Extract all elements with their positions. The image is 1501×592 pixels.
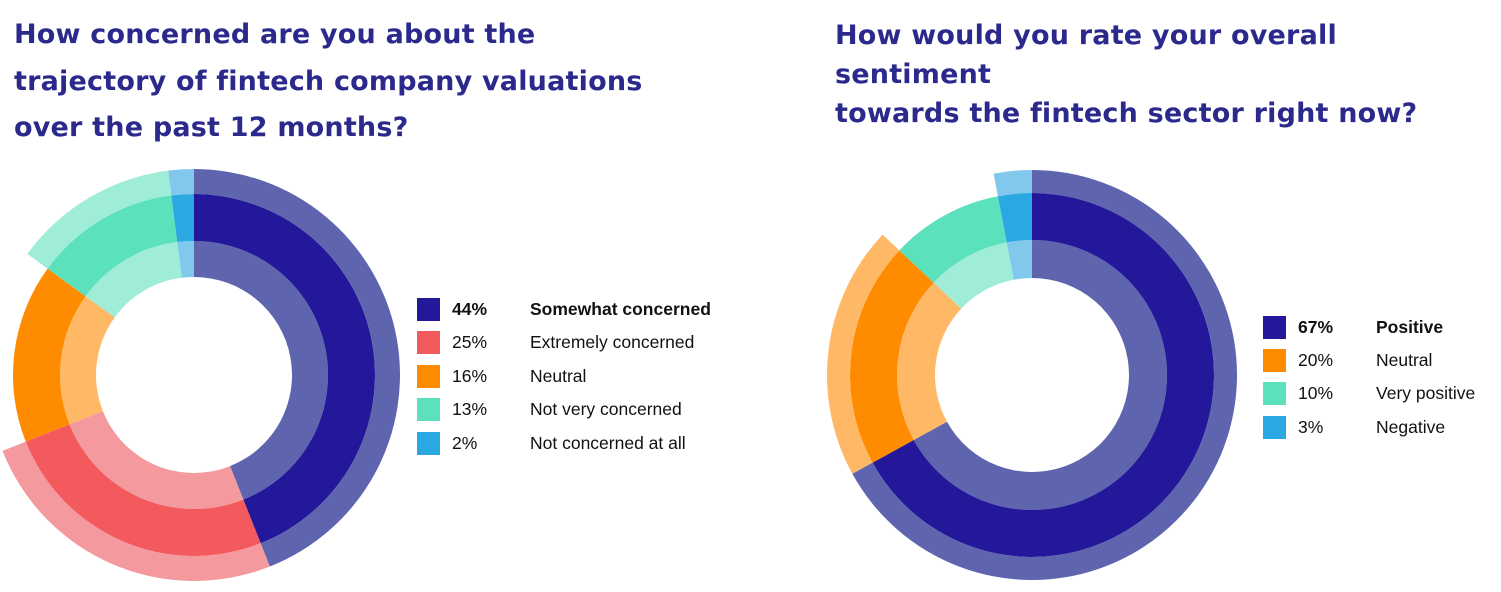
legend-label: Not very concerned <box>530 399 682 419</box>
title-line: How would you rate your overall sentimen… <box>835 20 1337 90</box>
slice-extremely-concerned <box>25 424 261 556</box>
title-line: How concerned are you about the <box>14 19 536 50</box>
legend-swatch <box>1263 382 1286 406</box>
slice-neutral <box>850 250 934 463</box>
legend-label: Negative <box>1376 416 1446 437</box>
legend-swatch <box>417 398 440 421</box>
legend-value: 20% <box>1298 349 1334 370</box>
slice-inner-very-positive <box>933 242 1014 309</box>
slice-very-positive <box>899 196 1007 283</box>
legend-label: Somewhat concerned <box>530 298 711 319</box>
slice-outer-somewhat-concerned <box>194 169 400 567</box>
legend-item: 2% Not concerned at all <box>417 431 686 455</box>
slice-inner-somewhat-concerned <box>194 241 328 500</box>
slice-not-very-concerned <box>47 195 178 297</box>
slice-inner-negative <box>1006 240 1032 280</box>
legend-value: 10% <box>1298 383 1334 404</box>
legend-swatch <box>417 297 440 321</box>
legend-item: 44% Somewhat concerned <box>417 297 711 321</box>
legend-swatch <box>1263 415 1286 439</box>
chart-1-title: How concerned are you about the trajecto… <box>14 12 714 152</box>
legend-label: Neutral <box>1376 349 1433 370</box>
slice-inner-extremely-concerned <box>69 411 244 509</box>
legend-value: 44% <box>452 298 488 319</box>
slice-outer-neutral <box>826 234 900 474</box>
legend-label: Not concerned at all <box>530 432 686 453</box>
slice-inner-not-concerned-at-all <box>177 241 194 278</box>
slice-outer-negative <box>993 170 1032 197</box>
legend-swatch <box>417 331 440 354</box>
legend-item: 20% Neutral <box>1263 348 1432 372</box>
legend-item: 10% Very positive <box>1263 382 1475 406</box>
slice-inner-neutral <box>897 282 962 441</box>
legend-item: 13% Not very concerned <box>417 398 682 422</box>
legend-value: 13% <box>452 399 488 419</box>
title-line: trajectory of fintech company valuations <box>14 65 643 97</box>
legend-value: 2% <box>452 432 478 453</box>
legend-swatch <box>1263 315 1286 339</box>
slice-not-concerned-at-all <box>171 194 194 243</box>
slice-inner-neutral <box>59 296 115 425</box>
slice-outer-not-very-concerned <box>27 170 172 269</box>
legend-swatch <box>1263 348 1286 372</box>
legend-label: Positive <box>1376 316 1444 337</box>
legend-label: Neutral <box>530 365 587 386</box>
slice-somewhat-concerned <box>194 194 376 544</box>
slice-neutral <box>12 268 86 442</box>
legend-value: 67% <box>1298 316 1334 337</box>
legend-item: 16% Neutral <box>417 364 586 388</box>
slice-outer-not-concerned-at-all <box>168 169 194 196</box>
legend-item: 67% Positive <box>1263 315 1443 339</box>
legend-item: 25% Extremely concerned <box>417 331 694 355</box>
legend-value: 3% <box>1298 416 1324 437</box>
slice-negative <box>997 193 1032 243</box>
slice-inner-not-very-concerned <box>85 242 182 318</box>
legend-value: 16% <box>452 365 488 386</box>
title-line: towards the fintech sector right now? <box>835 98 1418 129</box>
chart-2-title: How would you rate your overall sentimen… <box>835 16 1495 133</box>
slice-outer-extremely-concerned <box>2 441 270 581</box>
legend-swatch <box>417 364 440 388</box>
legend-item: 3% Negative <box>1263 415 1445 439</box>
legend-label: Extremely concerned <box>530 332 695 352</box>
legend-swatch <box>417 431 440 455</box>
slice-inner-positive <box>913 240 1168 511</box>
legend-value: 25% <box>452 332 488 352</box>
legend-label: Very positive <box>1376 383 1476 404</box>
title-line: over the past 12 months? <box>14 112 409 143</box>
